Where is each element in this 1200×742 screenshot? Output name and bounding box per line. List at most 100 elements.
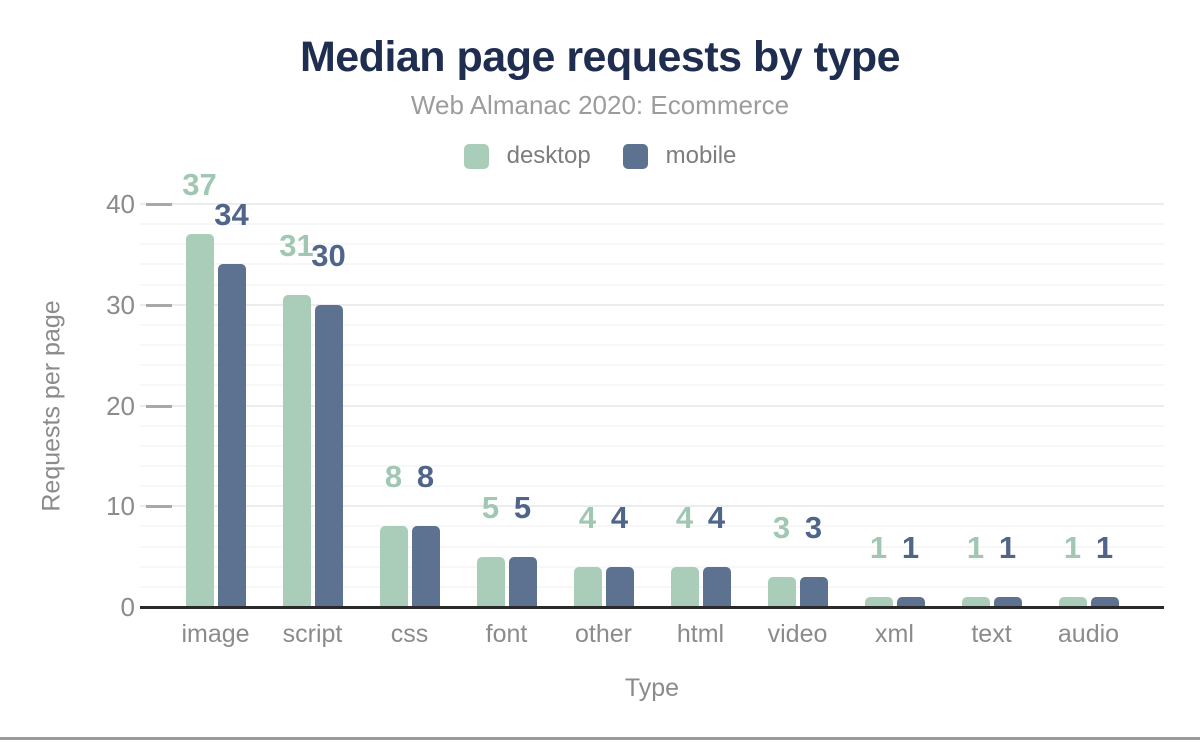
value-label-desktop-css: 8 xyxy=(384,459,403,495)
value-label-mobile-video: 3 xyxy=(804,509,823,545)
x-category-label-text: text xyxy=(971,620,1012,648)
bar-mobile-font[interactable] xyxy=(508,556,537,607)
bar-desktop-font[interactable] xyxy=(476,556,505,607)
bar-group-image: 37 34 xyxy=(167,169,264,607)
gridline-minor xyxy=(140,525,1164,528)
x-category-label-script: script xyxy=(282,620,343,648)
gridline-minor xyxy=(140,444,1164,447)
x-category-label-font: font xyxy=(485,620,528,648)
legend-label-desktop: desktop xyxy=(506,142,591,169)
chart-title: Median page requests by type xyxy=(299,33,901,81)
gridline-minor xyxy=(140,545,1164,548)
plot-area: 37 34 31 30 8 8 5 5 4 4 4 4 3 3 1 1 1 1 1 1 xyxy=(167,169,1137,607)
bar-group-script: 31 30 xyxy=(264,204,361,607)
gridline-minor xyxy=(140,364,1164,367)
value-label-desktop-script: 31 xyxy=(279,227,314,263)
x-category-label-html: html xyxy=(676,620,725,648)
bar-mobile-text[interactable] xyxy=(993,596,1022,607)
bar-desktop-video[interactable] xyxy=(767,576,796,607)
gridline-minor xyxy=(140,424,1164,427)
bar-desktop-audio[interactable] xyxy=(1058,596,1087,607)
desktop-swatch-icon xyxy=(463,143,489,169)
gridline-major xyxy=(140,203,1164,205)
bar-desktop-image[interactable] xyxy=(185,234,214,607)
gridline-minor xyxy=(140,243,1164,246)
gridline-minor xyxy=(140,384,1164,387)
bar-desktop-other[interactable] xyxy=(573,566,602,607)
legend: desktop mobile xyxy=(0,142,1200,170)
value-label-desktop-text: 1 xyxy=(966,529,985,565)
x-axis-category-labels: image script css font other html video xml text a… xyxy=(167,620,1137,654)
gridline-minor xyxy=(140,585,1164,588)
gridline-major xyxy=(140,303,1164,306)
bar-desktop-xml[interactable] xyxy=(864,596,893,607)
value-label-desktop-other: 4 xyxy=(578,499,597,535)
legend-item-mobile[interactable]: mobile xyxy=(622,142,737,170)
value-label-mobile-script: 30 xyxy=(311,237,346,273)
bar-mobile-script[interactable] xyxy=(314,304,343,607)
x-axis-line xyxy=(140,606,1164,609)
gridline-minor xyxy=(140,283,1164,286)
mobile-swatch-icon xyxy=(622,143,648,169)
gridline-major xyxy=(140,404,1164,407)
gridline-major xyxy=(140,505,1164,508)
chart-subtitle: Web Almanac 2020: Ecommerce xyxy=(410,90,790,120)
legend-item-desktop[interactable]: desktop xyxy=(463,142,591,170)
value-label-desktop-html: 4 xyxy=(675,499,694,535)
x-axis-title: Type xyxy=(624,674,680,702)
bottom-edge-strip xyxy=(0,737,1200,740)
bar-desktop-html[interactable] xyxy=(670,566,699,607)
x-category-label-other: other xyxy=(575,620,632,648)
value-label-desktop-xml: 1 xyxy=(869,529,888,565)
bar-desktop-css[interactable] xyxy=(379,526,408,607)
value-label-mobile-text: 1 xyxy=(998,529,1017,565)
gridline-minor xyxy=(140,263,1164,266)
bar-mobile-xml[interactable] xyxy=(896,596,925,607)
bar-mobile-video[interactable] xyxy=(799,576,828,607)
y-tick-label: 20 xyxy=(106,390,135,421)
legend-label-mobile: mobile xyxy=(665,142,737,169)
bar-mobile-html[interactable] xyxy=(702,566,731,607)
gridline-minor xyxy=(140,565,1164,568)
value-label-mobile-image: 34 xyxy=(214,197,249,233)
x-category-label-audio: audio xyxy=(1057,620,1120,648)
gridline-minor xyxy=(140,323,1164,326)
value-label-desktop-font: 5 xyxy=(481,489,500,525)
value-label-mobile-xml: 1 xyxy=(901,529,920,565)
y-tick-label: 40 xyxy=(106,189,135,219)
bar-desktop-text[interactable] xyxy=(961,596,990,607)
x-category-label-css: css xyxy=(390,620,429,648)
bar-desktop-script[interactable] xyxy=(282,294,311,607)
x-category-label-video: video xyxy=(767,620,828,648)
gridline-minor xyxy=(140,344,1164,347)
bar-mobile-image[interactable] xyxy=(217,264,246,607)
x-category-label-image: image xyxy=(181,620,250,648)
value-label-desktop-image: 37 xyxy=(182,167,217,203)
x-category-label-xml: xml xyxy=(875,620,914,648)
y-tick xyxy=(146,303,172,307)
bar-mobile-audio[interactable] xyxy=(1090,596,1119,607)
y-tick-label: 30 xyxy=(106,289,135,320)
y-tick xyxy=(146,404,172,408)
gridline-minor xyxy=(140,485,1164,488)
value-label-desktop-video: 3 xyxy=(772,509,791,545)
y-tick-label: 0 xyxy=(120,592,135,622)
y-tick-label: 10 xyxy=(106,491,135,522)
y-tick xyxy=(146,203,172,206)
value-label-mobile-html: 4 xyxy=(707,499,726,535)
gridline-minor xyxy=(140,464,1164,467)
bar-mobile-other[interactable] xyxy=(605,566,634,607)
value-label-mobile-font: 5 xyxy=(513,489,532,525)
bar-mobile-css[interactable] xyxy=(411,526,440,607)
gridline-minor xyxy=(140,223,1164,226)
value-label-mobile-other: 4 xyxy=(610,499,629,535)
value-label-desktop-audio: 1 xyxy=(1063,529,1082,565)
